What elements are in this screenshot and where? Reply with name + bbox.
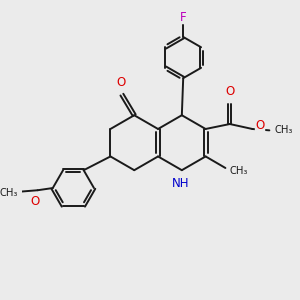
Text: F: F <box>180 11 187 24</box>
Text: O: O <box>117 76 126 89</box>
Text: O: O <box>225 85 234 98</box>
Text: CH₃: CH₃ <box>230 166 248 176</box>
Text: O: O <box>31 195 40 208</box>
Text: CH₃: CH₃ <box>274 125 293 135</box>
Text: NH: NH <box>172 177 189 190</box>
Text: O: O <box>255 119 265 132</box>
Text: CH₃: CH₃ <box>0 188 18 198</box>
